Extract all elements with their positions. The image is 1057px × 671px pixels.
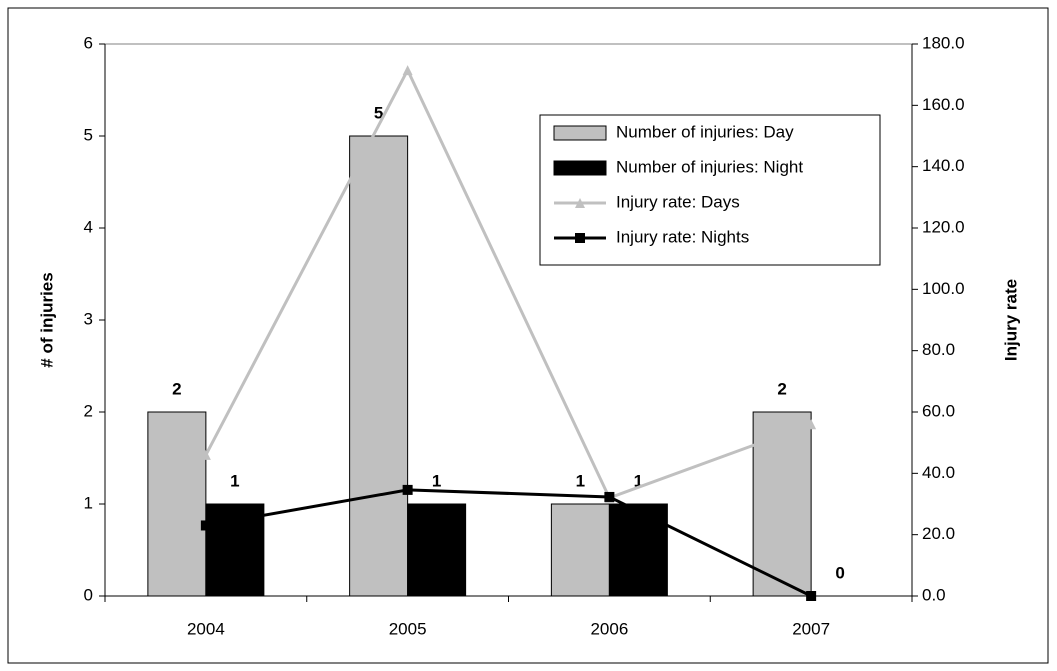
y-tick-label: 6	[84, 33, 93, 52]
legend-swatch	[553, 125, 607, 141]
line	[204, 66, 812, 500]
bar-value-label: 1	[432, 471, 441, 490]
y2-tick-label: 20.0	[922, 524, 955, 543]
bar	[407, 503, 467, 597]
x-tick-label: 2006	[590, 619, 628, 638]
bar-value-label: 5	[374, 103, 383, 122]
bar	[147, 411, 207, 597]
y2-tick-label: 160.0	[922, 95, 965, 114]
legend-label: Injury rate: Days	[616, 192, 740, 211]
y-tick-label: 1	[84, 493, 93, 512]
y2-axis-label: Injury rate	[1001, 279, 1020, 361]
bar	[608, 503, 668, 597]
line-marker	[806, 419, 817, 430]
bar	[349, 135, 409, 597]
x-tick-label: 2004	[187, 619, 225, 638]
legend-marker	[575, 233, 585, 243]
line-marker	[806, 591, 817, 601]
line-marker	[402, 65, 413, 76]
legend-label: Injury rate: Nights	[616, 227, 749, 246]
legend-marker	[575, 198, 585, 208]
y-tick-label: 5	[84, 125, 93, 144]
line-marker	[604, 491, 615, 502]
x-tick-label: 2007	[792, 619, 830, 638]
bar-value-label: 2	[172, 379, 181, 398]
y2-tick-label: 120.0	[922, 217, 965, 236]
y2-tick-label: 60.0	[922, 401, 955, 420]
y2-tick-label: 140.0	[922, 156, 965, 175]
line	[205, 488, 812, 598]
y2-tick-label: 100.0	[922, 279, 965, 298]
line-marker	[200, 449, 211, 460]
y-tick-label: 2	[84, 401, 93, 420]
line-marker	[200, 520, 211, 531]
y-tick-label: 4	[84, 217, 93, 236]
bar	[550, 503, 610, 597]
bar-value-label: 1	[634, 471, 643, 490]
y2-tick-label: 40.0	[922, 463, 955, 482]
y-tick-label: 3	[84, 309, 93, 328]
y-tick-label: 0	[84, 585, 93, 604]
line-marker	[402, 484, 413, 495]
bar-value-label: 0	[835, 563, 844, 582]
y2-tick-label: 0.0	[922, 585, 946, 604]
y2-tick-label: 80.0	[922, 340, 955, 359]
legend-label: Number of injuries: Night	[616, 157, 803, 176]
legend-label: Number of injuries: Day	[616, 122, 794, 141]
bar	[752, 411, 812, 597]
legend-swatch	[553, 160, 607, 176]
y-axis-label: # of injuries	[37, 272, 56, 367]
bar-value-label: 1	[230, 471, 239, 490]
bar-value-label: 2	[777, 379, 786, 398]
x-tick-label: 2005	[389, 619, 427, 638]
y2-tick-label: 180.0	[922, 33, 965, 52]
bar-value-label: 1	[576, 471, 585, 490]
